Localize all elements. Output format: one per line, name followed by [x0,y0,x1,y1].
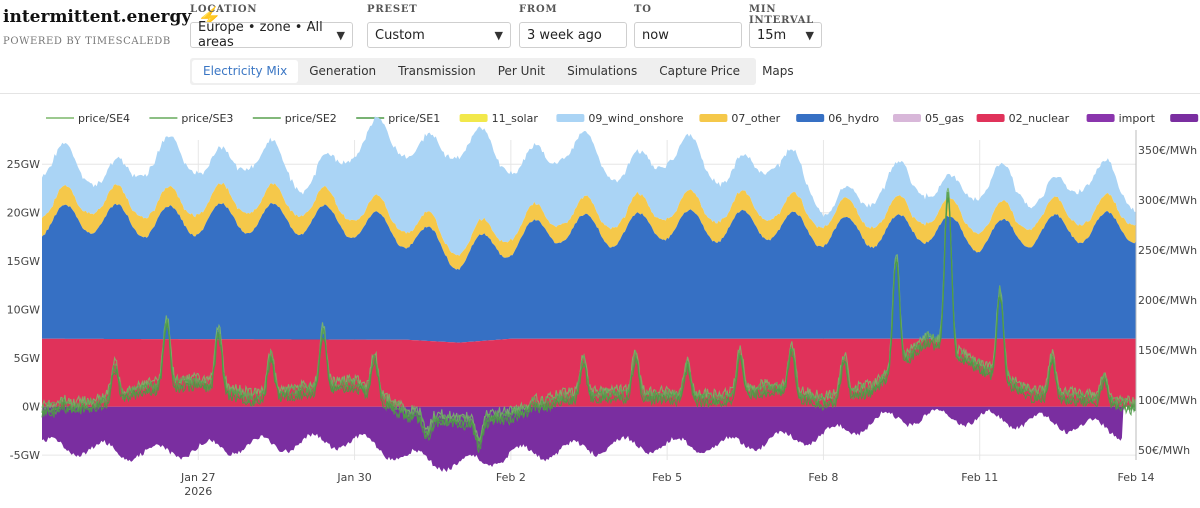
legend-label: 02_nuclear [1009,112,1070,125]
legend-swatch [699,114,728,122]
legend-swatch [976,114,1005,122]
y-right-tick-label: 50€/MWh [1138,444,1190,457]
y-right-tick-label: 350€/MWh [1138,144,1197,157]
legend-swatch [556,114,585,122]
location-label: LOCATION [190,4,258,15]
tab-capture-price[interactable]: Capture Price [659,64,741,78]
preset-label: PRESET [367,4,418,15]
legend-item-export[interactable]: export [1170,112,1200,125]
x-tick-label: Feb 11 [961,471,998,484]
tab-per-unit[interactable]: Per Unit [497,64,546,78]
stacked-areas[interactable] [42,116,1136,472]
brand-subtitle: POWERED BY TIMESCALEDB [3,36,171,47]
from-label: FROM [519,4,558,15]
legend-item-06-hydro[interactable]: 06_hydro [796,112,879,125]
legend-label: price/SE3 [181,112,233,125]
price-lines[interactable] [41,187,1137,453]
preset-select[interactable]: Custom ▼ [367,22,511,48]
y-left-tick-label: 25GW [7,158,41,171]
legend-swatch [1086,114,1115,122]
legend-item-07-other[interactable]: 07_other [699,112,781,125]
legend-item-05-gas[interactable]: 05_gas [893,112,964,125]
area-07-other[interactable] [42,182,1136,270]
legend-label: price/SE1 [388,112,440,125]
legend-label: 09_wind_onshore [588,112,683,125]
y-right-tick-label: 300€/MWh [1138,194,1197,207]
to-input[interactable]: now [634,22,742,48]
legend-swatch [893,114,921,122]
interval-select[interactable]: 15m ▼ [749,22,822,48]
tab-transmission[interactable]: Transmission [398,64,476,78]
to-value: now [642,27,669,43]
tab-maps[interactable]: Maps [762,64,794,78]
legend-label: import [1119,112,1156,125]
location-value: Europe • zone • All areas [198,20,323,50]
y-left-tick-label: -5GW [10,449,40,462]
legend-swatch [459,114,488,122]
legend-label: 11_solar [492,112,539,125]
y-left-tick-label: 15GW [7,255,41,268]
y-right-tick-label: 150€/MWh [1138,344,1197,357]
legend-label: price/SE2 [285,112,337,125]
tab-simulations[interactable]: Simulations [567,64,638,78]
legend-item-price-se2[interactable]: price/SE2 [252,112,337,125]
x-tick-label: Jan 27 [180,471,215,484]
legend-swatch [796,114,825,122]
location-select[interactable]: Europe • zone • All areas ▼ [190,20,353,50]
caret-down-icon: ▼ [494,28,503,42]
preset-control: PRESET Custom ▼ [367,4,511,48]
from-value: 3 week ago [527,27,602,43]
from-control: FROM 3 week ago [519,4,627,48]
area-02-nuclear[interactable] [42,338,1136,407]
caret-down-icon: ▼ [805,28,814,42]
y-left-tick-label: 0W [22,401,40,414]
y-right-tick-label: 200€/MWh [1138,294,1197,307]
x-tick-label: Feb 14 [1118,471,1155,484]
view-tabs: Electricity Mix Generation Transmission … [190,58,794,85]
legend-item-09-wind-onshore[interactable]: 09_wind_onshore [556,112,684,125]
x-tick-label: Jan 30 [336,471,371,484]
site-name[interactable]: intermittent.energy [3,7,192,27]
line-price-se1[interactable] [41,197,1137,453]
y-left-tick-label: 10GW [7,304,41,317]
caret-down-icon: ▼ [336,28,345,42]
electricity-mix-chart[interactable]: price/SE4 price/SE3 price/SE2 price/SE1 11_s… [0,96,1200,508]
x-tick-year-label: 2026 [184,485,212,498]
y-left-tick-label: 5GW [14,352,41,365]
tab-generation[interactable]: Generation [309,64,377,78]
legend-swatch [1170,114,1199,122]
chart-axes: -5GW 0W 5GW 10GW 15GW 20GW 25GW 50€/MWh 100€/MWh… [7,130,1197,498]
chart-legend: price/SE4 price/SE3 price/SE2 price/SE1 11_s… [46,112,1200,125]
legend-item-price-se1[interactable]: price/SE1 [356,112,440,125]
tab-electricity-mix[interactable]: Electricity Mix [192,60,299,83]
x-tick-label: Feb 5 [652,471,682,484]
legend-label: 05_gas [925,112,964,125]
interval-control: MIN INTERVAL 15m ▼ [749,4,822,48]
x-tick-label: Feb 2 [496,471,526,484]
legend-item-import[interactable]: import [1086,112,1156,125]
y-right-tick-label: 100€/MWh [1138,394,1197,407]
header-divider [0,93,1200,94]
area-export[interactable] [42,406,1136,472]
from-input[interactable]: 3 week ago [519,22,627,48]
interval-value: 15m [757,27,787,43]
to-control: TO now [634,4,742,48]
interval-label: MIN INTERVAL [749,4,815,26]
legend-label: 06_hydro [828,112,879,125]
y-left-tick-label: 20GW [7,207,41,220]
x-tick-label: Feb 8 [808,471,838,484]
legend-label: 07_other [731,112,780,125]
legend-item-price-se3[interactable]: price/SE3 [149,112,233,125]
location-control: LOCATION Europe • zone • All areas ▼ [190,4,353,50]
preset-value: Custom [375,27,425,43]
legend-item-11-solar[interactable]: 11_solar [459,112,539,125]
legend-item-price-se4[interactable]: price/SE4 [46,112,130,125]
to-label: TO [634,4,652,15]
area-09-wind-onshore[interactable] [42,116,1136,256]
area-06-hydro[interactable] [42,203,1136,343]
legend-item-02-nuclear[interactable]: 02_nuclear [976,112,1070,125]
y-right-tick-label: 250€/MWh [1138,244,1197,257]
legend-label: price/SE4 [78,112,130,125]
